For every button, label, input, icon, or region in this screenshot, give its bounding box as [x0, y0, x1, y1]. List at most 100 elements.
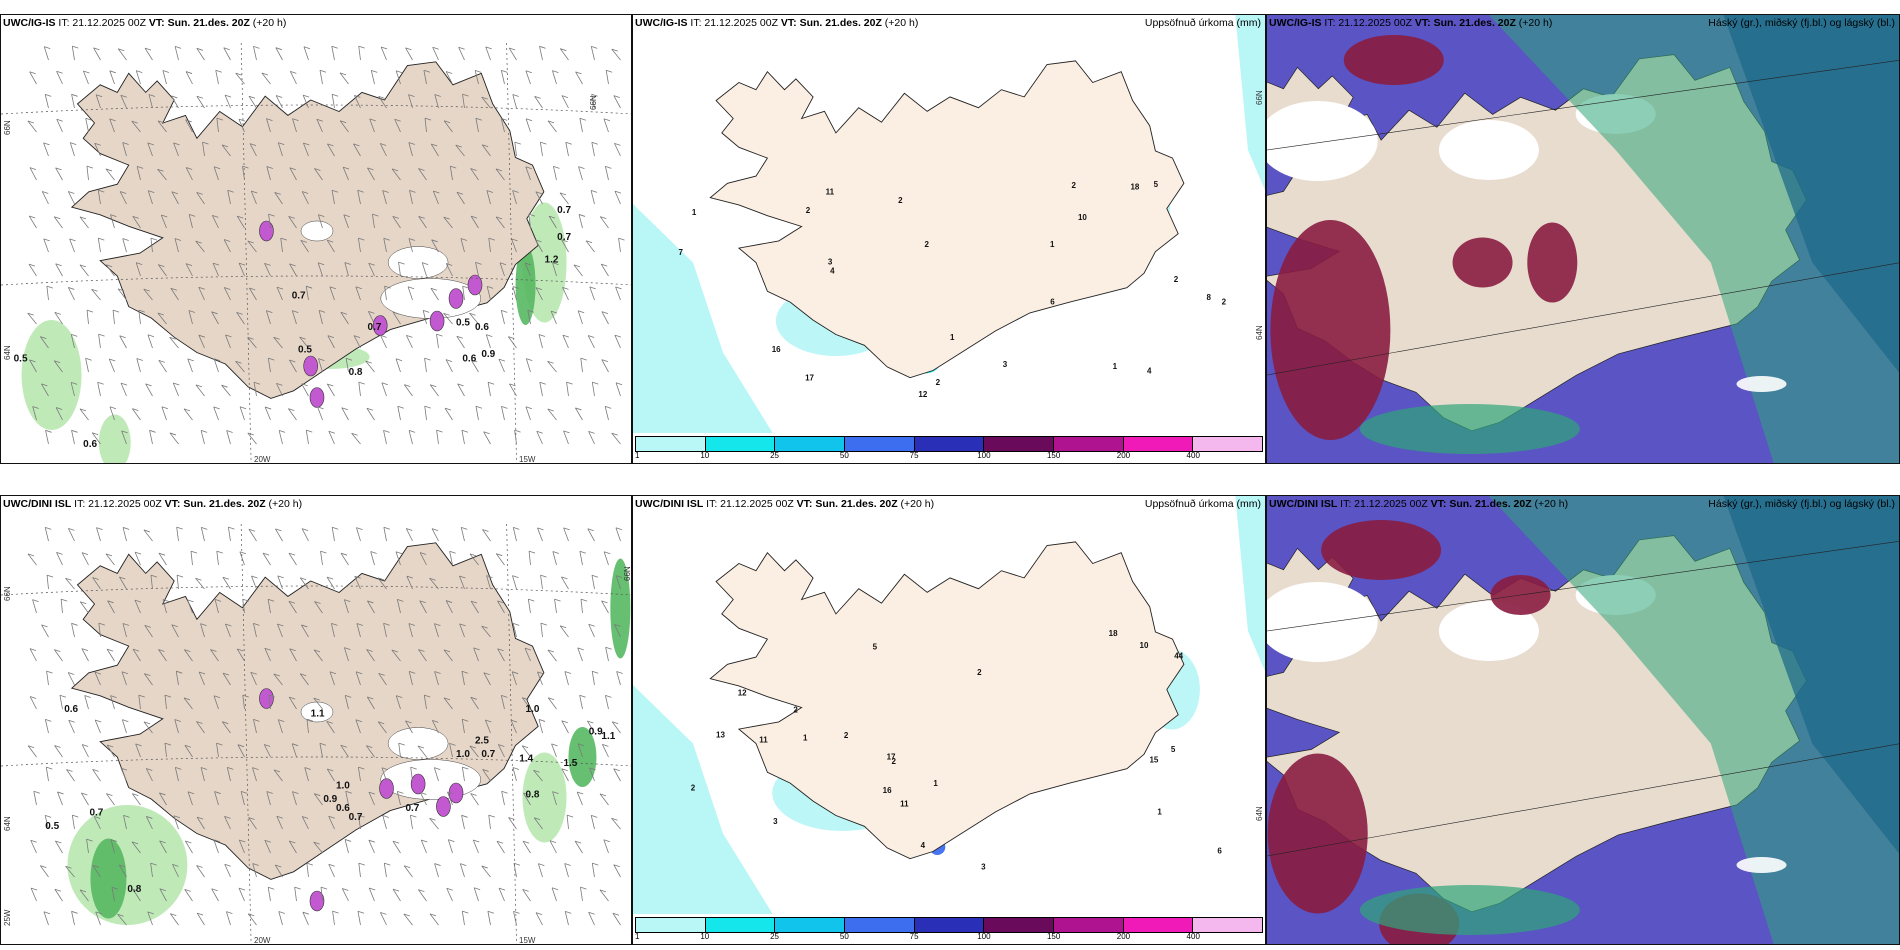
- precip-value-label: 17: [805, 373, 814, 382]
- map-wind: 0.7 0.7 0.5 0.5 0.6 0.6 0.7 0.7 1.2 0.5 0.6 0.9 0.8: [1, 42, 631, 463]
- precip-value-label: 2: [924, 240, 929, 249]
- colorbar-boxes: [635, 436, 1263, 452]
- lon-label-20: 20W: [254, 455, 271, 464]
- wind-value-label: 0.6: [462, 354, 476, 365]
- precip-value-label: 2: [977, 668, 982, 677]
- panel-header: UWC/DINI ISL IT: 21.12.2025 00Z VT: Sun.…: [1269, 498, 1569, 510]
- panel-title: Uppsöfnuð úrkoma (mm): [1144, 17, 1261, 29]
- wind-value-label: 0.6: [83, 439, 97, 450]
- wind-value-label: 1.4: [519, 754, 533, 765]
- colorbar-label: 10: [700, 451, 710, 460]
- wind-value-label: 0.7: [405, 803, 419, 814]
- wind-value-label: 0.7: [557, 232, 571, 243]
- wind-barbs: [27, 526, 623, 926]
- colorbar-swatch: [845, 437, 915, 451]
- precip-value-label: 13: [716, 731, 725, 740]
- wind-value-label: 1.0: [336, 781, 350, 792]
- lat-label-66: 66N: [3, 120, 12, 135]
- lat-label-65: 66N: [1255, 90, 1264, 105]
- precip-value-label: 16: [772, 345, 781, 354]
- wind-value-label: 0.9: [589, 727, 603, 738]
- precip-value-label: 10: [1078, 213, 1087, 222]
- precip-value-label: 11: [759, 735, 768, 744]
- precip-value-label: 7: [679, 248, 684, 257]
- wind-value-label: 0.5: [298, 345, 312, 356]
- precip-value-label: 5: [1154, 180, 1159, 189]
- wind-value-label: 1.5: [563, 758, 577, 769]
- colorbar-swatch: [1193, 918, 1263, 932]
- iceland-land: [709, 541, 1185, 860]
- precip-value-label: 1: [933, 779, 938, 788]
- wind-value-label: 0.7: [89, 808, 103, 819]
- colorbar-label: 25: [770, 451, 779, 460]
- map-clouds: [1267, 15, 1899, 463]
- colorbar-swatch: [1123, 437, 1194, 451]
- wind-value-label: 0.6: [475, 322, 489, 333]
- precip-value-label: 2: [936, 378, 941, 387]
- wind-value-label: 0.6: [64, 704, 78, 715]
- precip-value-label: 1: [1157, 808, 1162, 817]
- precip-value-label: 3: [1003, 360, 1008, 369]
- wind-value-label: 1.0: [526, 704, 540, 715]
- colorbar-swatch: [845, 918, 915, 932]
- colorbar-swatch: [636, 918, 706, 932]
- colorbar-swatch: [705, 918, 776, 932]
- heavy-precip-spots: [259, 220, 483, 408]
- colorbar-label: 50: [839, 451, 849, 460]
- heavy-precip-spots: [259, 688, 464, 912]
- wind-value-label: 0.8: [127, 884, 141, 895]
- cloud-layers: [1267, 496, 1899, 944]
- wind-value-label: 0.6: [336, 803, 350, 814]
- colorbar: 1 10 25 50 75 100 150 200 400: [633, 914, 1265, 944]
- wind-value-label: 1.1: [601, 731, 615, 742]
- precip-value-label: 6: [1217, 846, 1222, 855]
- colorbar-swatch: [914, 437, 985, 451]
- lat-label-65: 66N: [623, 566, 632, 581]
- precip-value-label: 1: [1113, 362, 1118, 371]
- colorbar-label: 1: [635, 451, 640, 460]
- wind-value-label: 0.5: [456, 318, 470, 329]
- precip-value-label: 18: [1109, 629, 1118, 638]
- lat-label-65: 66N: [589, 95, 598, 110]
- panel-clouds-dini: UWC/DINI ISL IT: 21.12.2025 00Z VT: Sun.…: [1266, 495, 1900, 945]
- precip-value-label: 1: [803, 734, 808, 743]
- panel-clouds-igis: UWC/IG-IS IT: 21.12.2025 00Z VT: Sun. 21…: [1266, 14, 1900, 464]
- precip-value-label: 2: [793, 706, 798, 715]
- precip-value-label: 11: [900, 799, 909, 808]
- lon-label-20: 20W: [254, 936, 271, 945]
- precip-value-label: 44: [1174, 652, 1183, 661]
- colorbar-label: 200: [1116, 451, 1131, 460]
- lat-label-66: 66N: [3, 586, 12, 601]
- panel-precip-igis: UWC/IG-IS IT: 21.12.2025 00Z VT: Sun. 21…: [632, 14, 1266, 464]
- precip-value-label: 2: [891, 757, 896, 766]
- precip-value-label: 2: [1071, 181, 1076, 190]
- wind-value-label: 1.2: [545, 255, 559, 266]
- precip-value-label: 8: [1206, 293, 1211, 302]
- colorbar-label: 25: [770, 932, 779, 941]
- panel-header: UWC/IG-IS IT: 21.12.2025 00Z VT: Sun. 21…: [635, 17, 919, 29]
- wind-value-label: 0.8: [526, 790, 540, 801]
- colorbar-swatch: [1123, 918, 1194, 932]
- panel-header: UWC/DINI ISL IT: 21.12.2025 00Z VT: Sun.…: [3, 498, 303, 510]
- wind-value-label: 0.7: [481, 749, 495, 760]
- colorbar-swatch: [1054, 918, 1124, 932]
- precip-value-label: 12: [918, 390, 927, 399]
- colorbar-swatch: [914, 918, 985, 932]
- precip-value-label: 2: [898, 196, 903, 205]
- colorbar-label: 100: [977, 451, 991, 460]
- lat-label-64: 64N: [3, 816, 12, 831]
- colorbar-label: 75: [909, 932, 919, 941]
- lat-label-64: 64N: [1255, 806, 1264, 821]
- wind-value-label: 0.9: [481, 349, 495, 360]
- colorbar-swatch: [705, 437, 776, 451]
- colorbar-label: 50: [839, 932, 849, 941]
- colorbar-boxes: [635, 917, 1263, 933]
- lon-label-15: 15W: [519, 455, 536, 464]
- colorbar-label: 1: [635, 932, 640, 941]
- precip-value-label: 1: [692, 208, 697, 217]
- iceland-land: [709, 60, 1185, 379]
- colorbar-label: 200: [1116, 932, 1131, 941]
- lat-label-64: 64N: [1255, 325, 1264, 340]
- panel-title: Uppsöfnuð úrkoma (mm): [1144, 498, 1261, 510]
